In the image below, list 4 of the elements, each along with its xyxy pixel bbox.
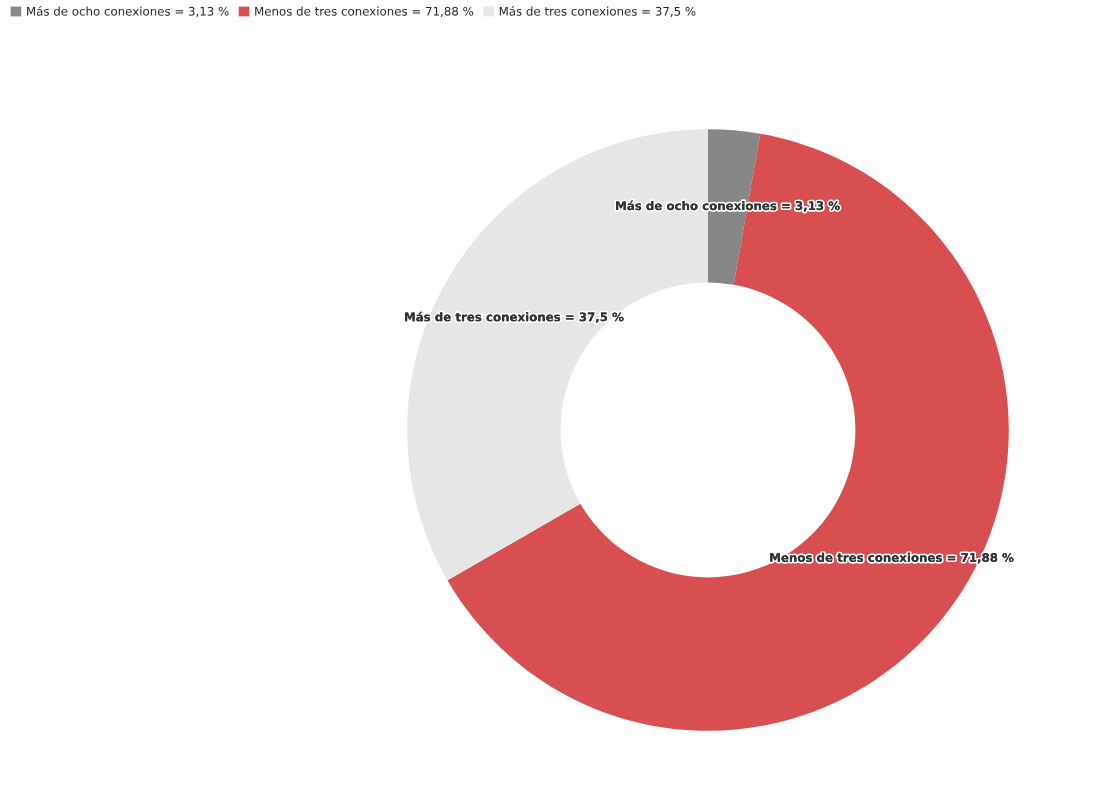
legend-label: Menos de tres conexiones = 71,88 % <box>255 6 474 17</box>
legend-label: Más de ocho conexiones = 3,13 % <box>27 6 229 17</box>
data-label: Más de tres conexiones = 37,5 % <box>405 311 624 323</box>
legend-label: Más de tres conexiones = 37,5 % <box>499 6 696 17</box>
